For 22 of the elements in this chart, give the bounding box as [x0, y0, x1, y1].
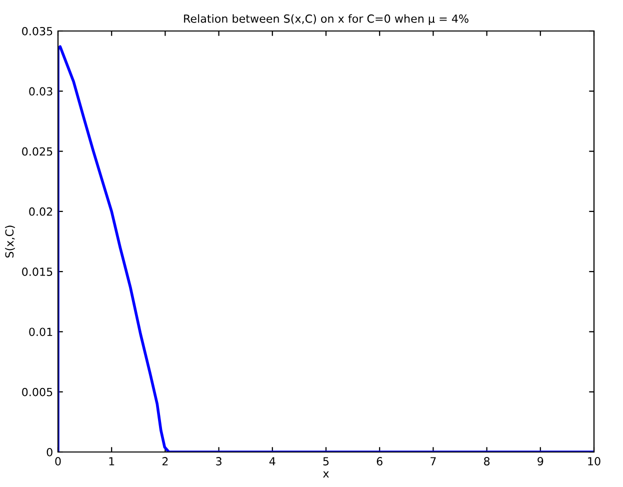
chart-title: Relation between S(x,C) on x for C=0 when μ = 4% — [184, 14, 468, 25]
y-tick-label: 0.01 — [29, 328, 52, 336]
x-tick-label: 8 — [484, 457, 490, 466]
y-axis-title: S(x,C) — [5, 226, 15, 258]
x-tick-label: 7 — [430, 457, 436, 466]
y-tick-label: 0.015 — [22, 268, 52, 276]
x-tick-label: 1 — [109, 457, 114, 466]
x-tick-label: 9 — [538, 457, 544, 466]
y-tick-label: 0.02 — [29, 207, 52, 216]
y-tick-label: 0.035 — [22, 26, 52, 36]
y-tick-label: 0.005 — [22, 388, 52, 396]
y-tick-label: 0.025 — [22, 147, 52, 156]
y-tick-label: 0 — [46, 448, 52, 456]
x-tick-label: 6 — [376, 457, 382, 466]
x-axis-title: x — [323, 471, 329, 478]
x-tick-label: 2 — [162, 457, 168, 466]
y-tick-label: 0.03 — [29, 87, 52, 96]
x-tick-label: 4 — [269, 457, 276, 466]
x-tick-label: 10 — [588, 457, 600, 466]
x-tick-label: 0 — [55, 457, 61, 466]
x-tick-label: 3 — [216, 457, 222, 466]
x-tick-label: 5 — [323, 457, 329, 466]
